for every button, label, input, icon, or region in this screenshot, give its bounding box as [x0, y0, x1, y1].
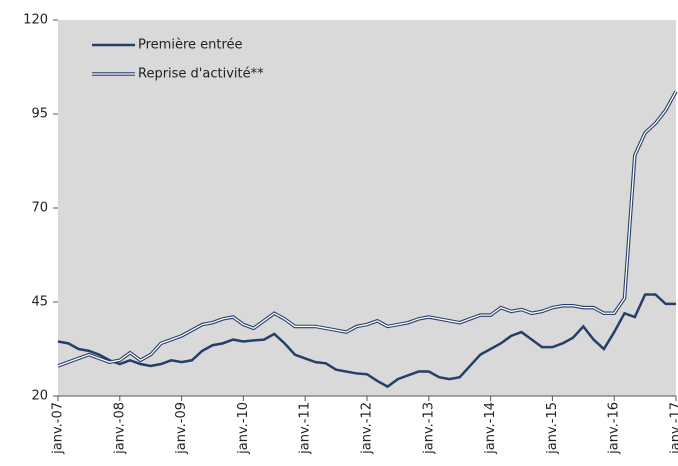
legend-label: Première entrée — [138, 38, 243, 53]
y-tick-label: 120 — [23, 13, 48, 28]
x-tick-label: janv.-12 — [360, 402, 375, 455]
x-tick-label: janv.-15 — [545, 402, 560, 455]
y-tick-label: 95 — [31, 107, 48, 122]
x-tick-label: janv.-07 — [51, 402, 66, 455]
x-tick-label: janv.-11 — [298, 402, 313, 455]
x-tick-label: janv.-17 — [669, 402, 678, 455]
y-tick-label: 45 — [31, 295, 48, 310]
y-tick-label: 20 — [31, 389, 48, 404]
x-tick-label: janv.-14 — [483, 402, 498, 455]
x-tick-label: janv.-16 — [607, 402, 622, 455]
x-tick-label: janv.-10 — [236, 402, 251, 455]
x-tick-label: janv.-09 — [174, 402, 189, 455]
y-tick-label: 70 — [31, 201, 48, 216]
legend-label: Reprise d'activité** — [138, 67, 264, 82]
x-tick-label: janv.-08 — [112, 402, 127, 455]
x-tick-label: janv.-13 — [421, 402, 436, 455]
